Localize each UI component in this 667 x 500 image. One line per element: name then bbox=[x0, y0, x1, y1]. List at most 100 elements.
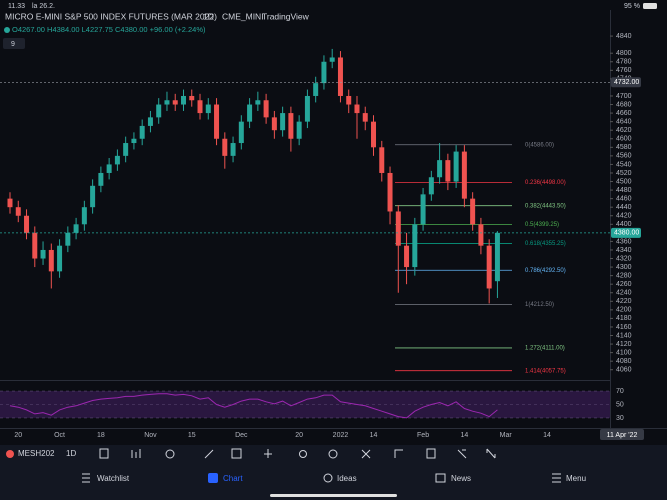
y-tick-label: 4160 bbox=[616, 324, 632, 331]
candle-body bbox=[362, 113, 368, 122]
candle-body bbox=[428, 177, 434, 195]
y-tick-label: 4340 bbox=[616, 247, 632, 254]
tool-icon[interactable] bbox=[99, 448, 109, 459]
y-tick-label: 4060 bbox=[616, 367, 632, 374]
candle-body bbox=[123, 143, 129, 156]
x-tick-label: Feb bbox=[417, 432, 429, 439]
candle-body bbox=[205, 104, 211, 114]
candle-body bbox=[304, 95, 310, 122]
tool-icon[interactable] bbox=[264, 449, 272, 458]
y-tick-label: 4840 bbox=[616, 33, 632, 40]
candle-body bbox=[214, 104, 220, 139]
y-tick-label: 4200 bbox=[616, 307, 632, 314]
candle-body bbox=[395, 211, 401, 246]
candle-body bbox=[478, 224, 484, 246]
tool-icon[interactable] bbox=[394, 449, 403, 458]
toolbar bbox=[0, 445, 667, 463]
tab[interactable]: News bbox=[451, 474, 471, 483]
y-tick-label: 4480 bbox=[616, 187, 632, 194]
y-tick-label: 4520 bbox=[616, 170, 632, 177]
interval: 1D bbox=[203, 11, 214, 21]
indicator-badge[interactable] bbox=[3, 38, 25, 49]
candle-body bbox=[420, 194, 426, 225]
candle-body bbox=[387, 172, 393, 212]
indicator-count: 9 bbox=[11, 41, 15, 48]
tool-icon[interactable] bbox=[165, 449, 175, 459]
status-dot bbox=[4, 27, 10, 33]
candle-body bbox=[296, 121, 302, 139]
fib-label: 0.618(4355.25) bbox=[525, 241, 566, 247]
tool-icon[interactable] bbox=[486, 448, 496, 459]
tab-icon[interactable] bbox=[82, 473, 90, 483]
y-tick-label: 4440 bbox=[616, 204, 632, 211]
status-time: 11.33 bbox=[8, 3, 25, 10]
plot: 4840480047804760474047004680466046404620… bbox=[0, 33, 644, 440]
x-tick-label: 20 bbox=[295, 432, 303, 439]
candle-body bbox=[271, 117, 277, 131]
fib-label: 1.414(4057.75) bbox=[525, 368, 566, 374]
tool-icon[interactable] bbox=[361, 449, 371, 459]
tab[interactable]: Ideas bbox=[337, 474, 357, 483]
candle-body bbox=[106, 164, 112, 173]
tool-icon[interactable] bbox=[131, 449, 141, 458]
tool-icon[interactable] bbox=[204, 449, 214, 459]
candle-body bbox=[57, 245, 63, 272]
tab-icon[interactable] bbox=[323, 473, 333, 483]
price-label: 4732.00 bbox=[614, 79, 639, 86]
rsi-tick-label: 50 bbox=[616, 401, 624, 408]
tool-icon[interactable] bbox=[457, 449, 467, 459]
toolbar-interval[interactable]: 1D bbox=[66, 449, 76, 458]
candle-body bbox=[98, 172, 104, 186]
tab[interactable]: Watchlist bbox=[97, 474, 130, 483]
tab[interactable]: Menu bbox=[566, 474, 586, 483]
candle-body bbox=[337, 57, 343, 96]
toolbar-symbol[interactable]: MESH202 bbox=[18, 449, 55, 458]
tool-icon[interactable] bbox=[299, 450, 307, 458]
candle-body bbox=[445, 160, 451, 182]
y-tick-label: 4080 bbox=[616, 358, 632, 365]
candle-body bbox=[73, 224, 79, 233]
tab-icon-active[interactable] bbox=[208, 473, 218, 483]
candle-body bbox=[453, 151, 459, 182]
y-tick-label: 4640 bbox=[616, 118, 632, 125]
y-tick-label: 4400 bbox=[616, 221, 632, 228]
x-tick-label: Nov bbox=[144, 432, 157, 439]
tool-icon[interactable] bbox=[426, 448, 436, 459]
status-battery: 95 % bbox=[624, 3, 640, 10]
tool-icon[interactable] bbox=[328, 449, 338, 459]
candle-body bbox=[329, 57, 335, 62]
tab-icon[interactable] bbox=[435, 473, 446, 483]
symbol-title: MICRO E-MINI S&P 500 INDEX FUTURES (MAR … bbox=[5, 11, 217, 21]
fib-label: 0.5(4399.25) bbox=[525, 222, 559, 228]
y-tick-label: 4180 bbox=[616, 315, 632, 322]
candle-body bbox=[461, 151, 467, 199]
fib-label: 0.786(4292.50) bbox=[525, 268, 566, 274]
candle-body bbox=[412, 224, 418, 268]
rsi-line bbox=[9, 393, 498, 419]
tab-icon[interactable] bbox=[552, 473, 561, 483]
home-indicator bbox=[270, 494, 397, 497]
y-tick-label: 4600 bbox=[616, 136, 632, 143]
tab-active[interactable]: Chart bbox=[223, 474, 243, 483]
y-tick-label: 4660 bbox=[616, 110, 632, 117]
rsi-tick-label: 30 bbox=[616, 415, 624, 422]
tool-icon[interactable] bbox=[231, 448, 242, 459]
candle-body bbox=[156, 104, 162, 118]
crosshair-date: 11 Apr '22 bbox=[607, 432, 638, 439]
price-axis-border bbox=[610, 10, 611, 428]
candle-body bbox=[486, 245, 492, 289]
y-tick-label: 4420 bbox=[616, 213, 632, 220]
y-tick-label: 4360 bbox=[616, 238, 632, 245]
y-tick-label: 4460 bbox=[616, 195, 632, 202]
candle-body bbox=[230, 143, 236, 156]
candle-body bbox=[131, 138, 137, 144]
candle-body bbox=[180, 95, 186, 105]
candle-body bbox=[189, 95, 195, 101]
price-label-box bbox=[611, 227, 641, 238]
price-label: 4380.00 bbox=[614, 230, 639, 237]
candle-body bbox=[288, 113, 294, 139]
x-tick-label: Dec bbox=[235, 432, 248, 439]
x-tick-label: 14 bbox=[543, 432, 551, 439]
y-tick-label: 4560 bbox=[616, 153, 632, 160]
candle-body bbox=[238, 121, 244, 144]
